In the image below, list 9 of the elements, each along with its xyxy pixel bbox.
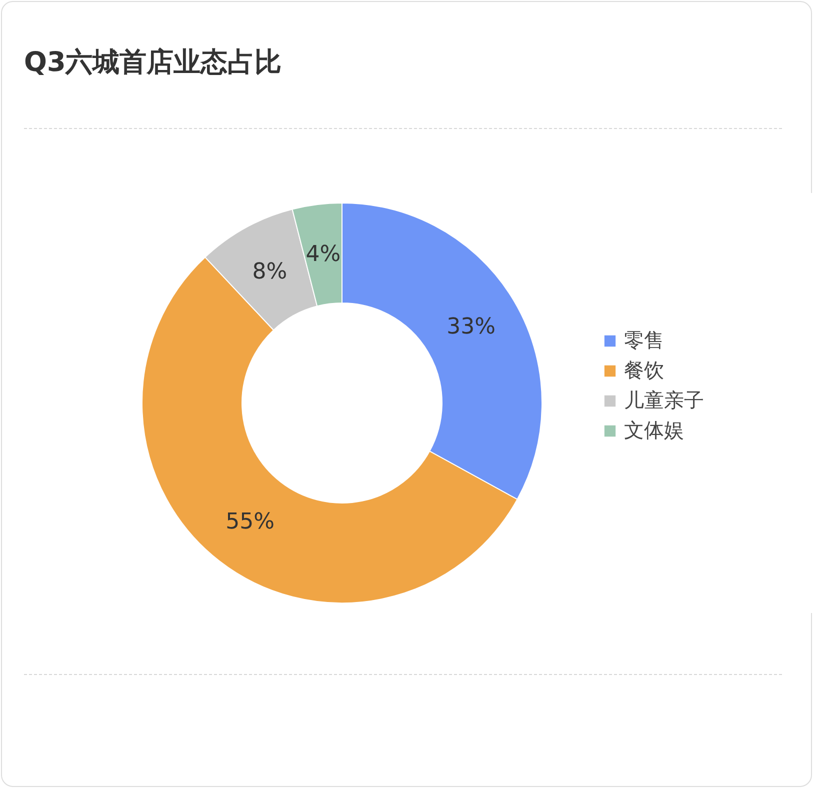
legend-label: 零售 (624, 328, 664, 352)
legend-label: 儿童亲子 (624, 388, 704, 412)
data-label: 8% (252, 260, 288, 285)
chart-title: Q3六城首店业态占比 (24, 46, 282, 80)
data-label: 55% (226, 510, 275, 535)
data-label: 33% (446, 314, 496, 340)
data-label: 4% (306, 242, 341, 268)
legend-label: 餐饮 (624, 358, 664, 382)
legend-label: 文体娱 (624, 418, 684, 442)
